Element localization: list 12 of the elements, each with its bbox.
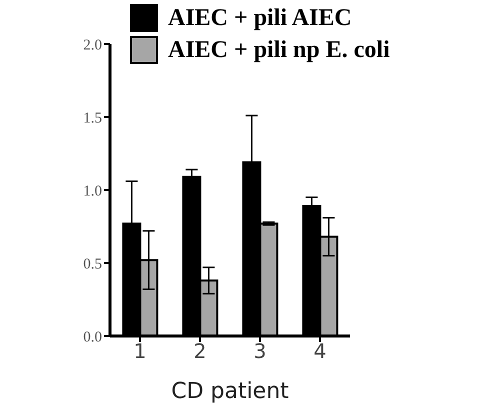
y-tick-label: 2.0 — [83, 37, 102, 54]
x-tick-label: 4 — [314, 339, 326, 364]
legend-label: AIEC + pili np E. coli — [168, 36, 390, 64]
y-tick-label: 0.5 — [83, 256, 102, 272]
x-tick-label: 3 — [254, 339, 266, 364]
x-tick-label: 1 — [134, 339, 146, 364]
x-tick-label: 2 — [194, 339, 206, 364]
x-axis-title: CD patient — [171, 379, 290, 404]
y-tick-label: 1.5 — [83, 110, 102, 126]
legend-label: AIEC + pili AIEC — [168, 4, 352, 32]
y-tick-label: 1.0 — [83, 183, 102, 200]
y-tick-label: 0.0 — [83, 329, 102, 346]
